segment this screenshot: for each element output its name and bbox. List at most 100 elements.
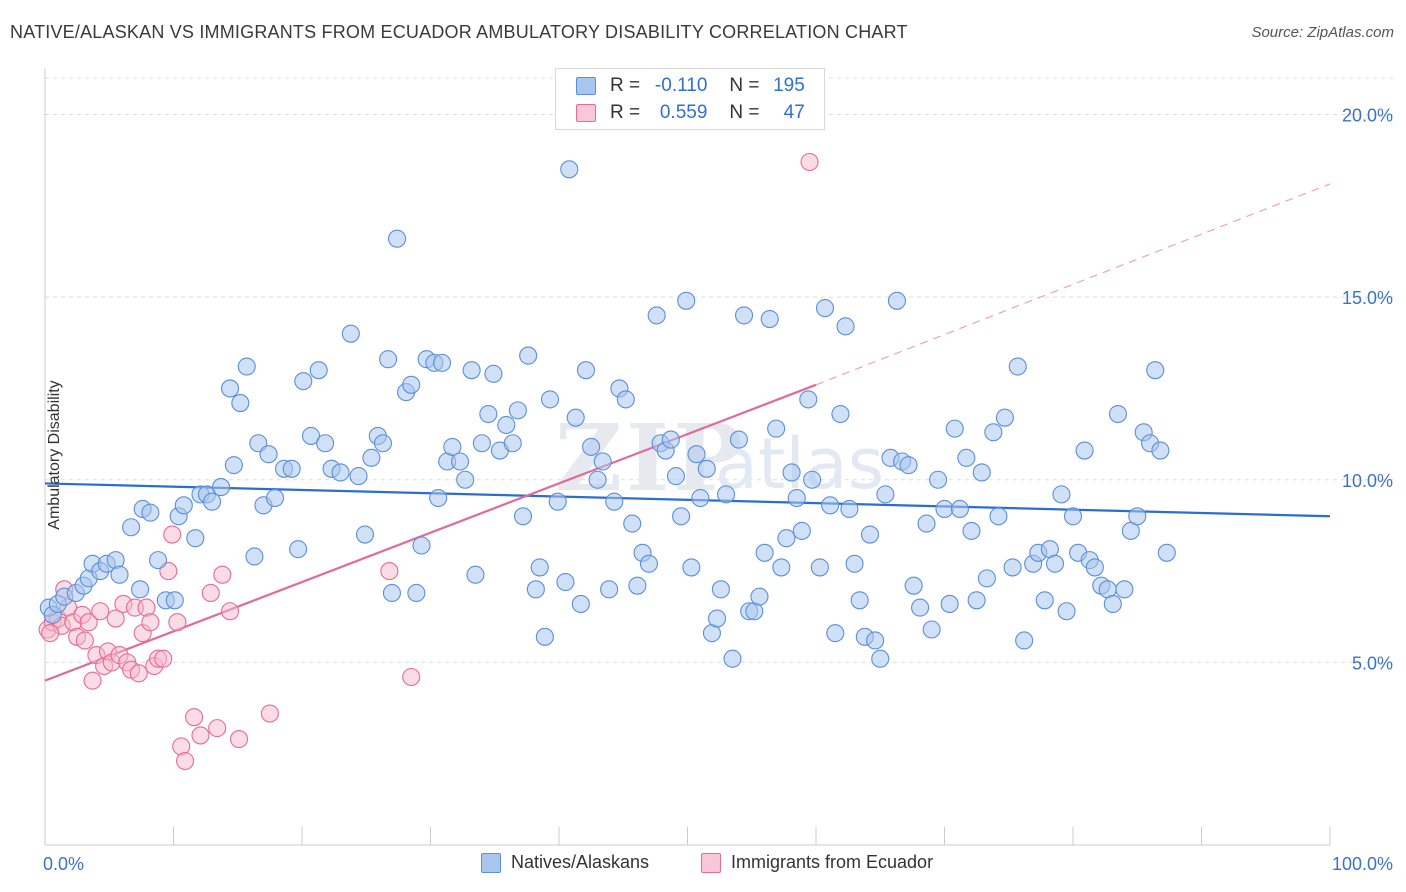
data-point-natives [792,521,811,540]
data-point-natives [429,488,448,508]
x-tick-label-min: 0.0% [43,854,84,874]
data-point-natives [821,496,840,515]
data-point-natives [503,434,522,453]
data-point-natives [716,485,736,504]
data-point-natives [407,583,426,603]
data-point-natives [588,470,607,489]
data-point-natives [1115,580,1134,599]
bottom-legend-label-ecuador: Immigrants from Ecuador [731,852,934,872]
data-point-natives [265,488,285,508]
data-point-natives [1085,558,1104,577]
data-point-natives [989,507,1008,526]
data-point-natives [289,540,308,559]
data-point-natives [1035,591,1054,610]
data-point-natives [566,408,585,427]
data-point-natives [750,587,769,606]
data-point-natives [576,361,596,380]
data-point-natives [382,583,402,603]
legend-swatch-pink [576,104,596,122]
data-point-natives [723,649,742,668]
data-point-ecuador [800,152,819,172]
trend-lines [44,183,1331,682]
data-point-ecuador [41,624,60,643]
data-point-natives [831,404,850,424]
data-point-natives [1003,558,1022,577]
data-point-natives [540,390,560,409]
data-point-ecuador [129,664,148,683]
data-point-natives [456,470,475,489]
data-point-natives [840,499,859,519]
data-point-natives [484,364,503,383]
data-point-natives [331,463,350,482]
data-point-natives [605,492,624,511]
data-point-natives [294,372,313,391]
data-point-ecuador [191,726,210,745]
data-point-natives [950,499,969,519]
data-point-natives [845,554,864,573]
data-point-natives [282,459,301,478]
data-point-natives [231,394,250,413]
data-point-natives [777,529,796,548]
data-point-natives [1128,507,1147,526]
data-point-ecuador [79,613,98,632]
data-point-natives [803,470,822,489]
data-point-ecuador [229,730,249,749]
data-point-ecuador [163,525,182,544]
data-point-natives [810,558,829,577]
data-point-natives [767,419,786,438]
data-point-natives [451,452,470,471]
data-point-natives [826,624,845,643]
data-point-ecuador [141,613,160,632]
data-point-natives [571,594,590,613]
data-point-natives [593,452,612,471]
data-point-natives [373,434,393,453]
data-point-natives [186,529,205,548]
data-point-natives [957,448,976,467]
data-point-natives [697,459,716,478]
data-point-natives [309,361,328,380]
data-point-natives [508,401,527,420]
data-point-natives [1015,631,1034,650]
data-point-natives [472,434,491,453]
bottom-legend-label-natives: Natives/Alaskans [511,852,650,872]
data-point-natives [755,543,774,562]
data-point-natives [772,558,791,577]
data-point-natives [711,580,730,599]
data-point-natives [122,518,141,537]
data-point-natives [379,350,398,369]
data-point-natives [149,551,168,570]
data-point-natives [412,536,431,555]
data-point-natives [935,499,954,519]
data-point-natives [911,598,930,617]
trend-line-natives [44,482,1331,518]
data-point-natives [556,572,575,592]
data-point-natives [682,558,701,577]
data-point-natives [316,434,335,453]
data-point-natives [245,547,264,566]
data-point-ecuador [168,613,187,632]
data-point-natives [174,496,193,515]
data-point-natives [866,631,885,650]
data-point-natives [535,627,554,646]
data-point-natives [666,467,685,486]
data-point-natives [922,620,941,639]
data-point-ecuador [260,704,279,723]
data-point-natives [519,346,538,365]
data-point-natives [639,554,659,573]
data-point-natives [628,576,647,595]
data-point-natives [513,507,533,526]
data-point-natives [530,558,549,577]
series-immigrants-ecuador [38,152,819,771]
y-axis-label: Ambulatory Disability [46,380,63,530]
data-point-natives [362,448,381,467]
data-point-natives [995,408,1014,427]
data-point-ecuador [75,631,94,650]
data-point-natives [462,361,481,380]
data-point-natives [623,514,642,533]
data-point-natives [871,649,890,668]
data-point-natives [1057,602,1076,621]
y-tick-label: 15.0% [1342,288,1393,308]
data-point-natives [899,456,918,475]
legend-r-label: R = [610,75,641,96]
